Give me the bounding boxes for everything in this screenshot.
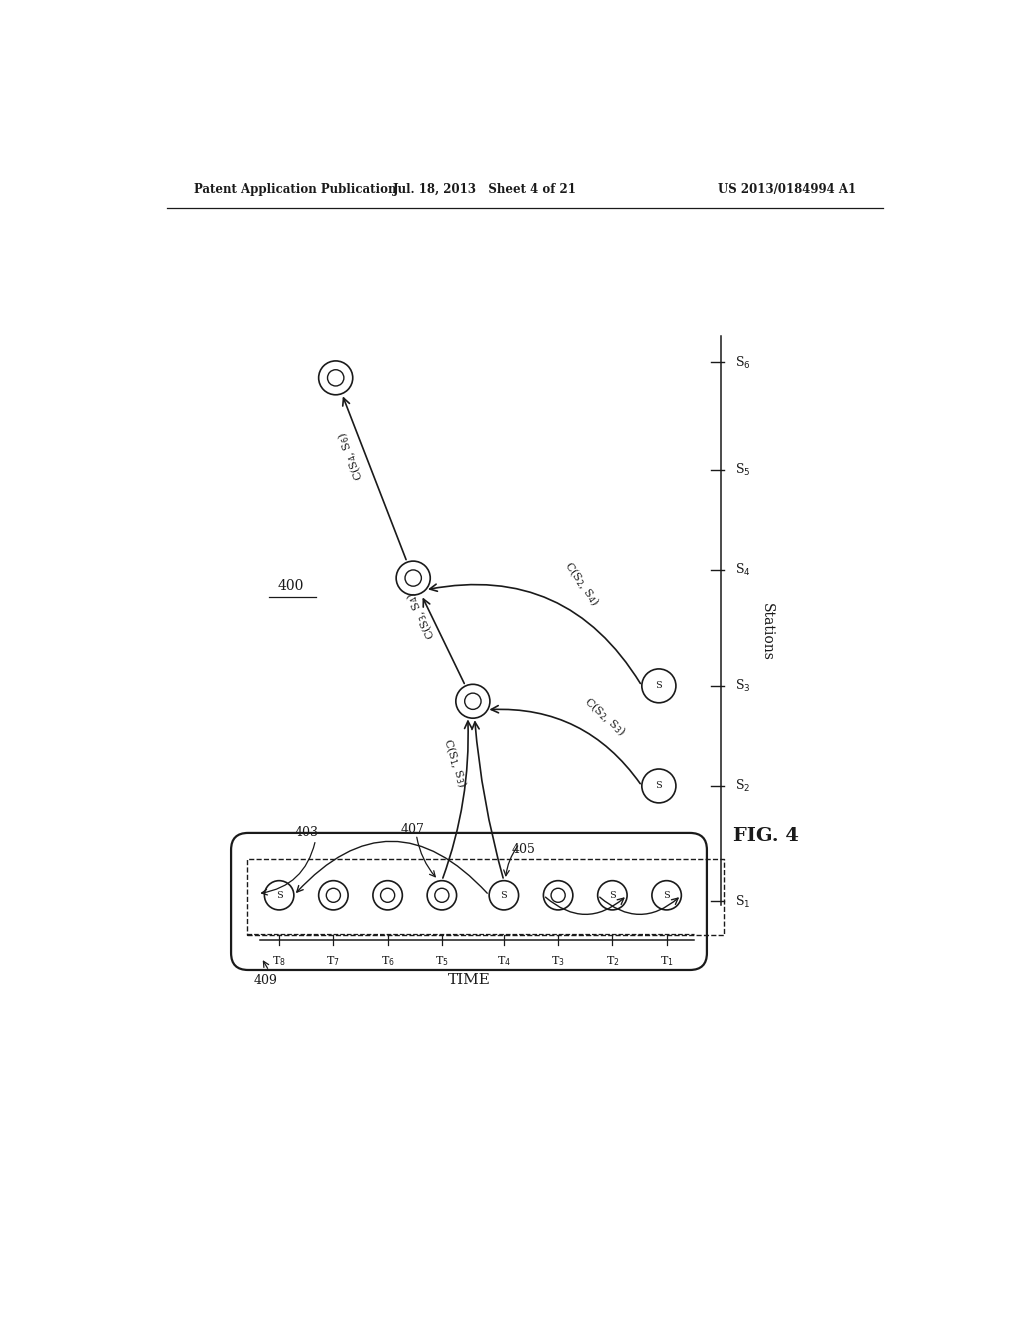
- Text: S: S: [275, 891, 283, 900]
- Text: S: S: [655, 681, 663, 690]
- Text: FIG. 4: FIG. 4: [733, 828, 799, 845]
- Text: S$_{4}$: S$_{4}$: [735, 562, 751, 578]
- Text: T$_{8}$: T$_{8}$: [272, 954, 286, 968]
- Text: 407: 407: [400, 824, 425, 837]
- Text: TIME: TIME: [447, 973, 490, 987]
- Text: S$_{6}$: S$_{6}$: [735, 354, 751, 371]
- Text: T$_{3}$: T$_{3}$: [551, 954, 565, 968]
- Text: T$_{1}$: T$_{1}$: [659, 954, 674, 968]
- Text: C(S$_1$, S$_3$): C(S$_1$, S$_3$): [440, 737, 470, 789]
- Text: Stations: Stations: [761, 603, 774, 661]
- Text: T$_{5}$: T$_{5}$: [435, 954, 449, 968]
- Text: Patent Application Publication: Patent Application Publication: [194, 182, 396, 195]
- Text: S: S: [655, 781, 663, 791]
- Text: US 2013/0184994 A1: US 2013/0184994 A1: [719, 182, 856, 195]
- Text: T$_{7}$: T$_{7}$: [327, 954, 340, 968]
- Text: Jul. 18, 2013   Sheet 4 of 21: Jul. 18, 2013 Sheet 4 of 21: [392, 182, 577, 195]
- Text: S: S: [501, 891, 507, 900]
- Text: S: S: [664, 891, 670, 900]
- Text: C(S$_2$, S$_3$): C(S$_2$, S$_3$): [581, 694, 629, 739]
- Text: S$_{3}$: S$_{3}$: [735, 677, 751, 694]
- Text: S$_{1}$: S$_{1}$: [735, 894, 751, 909]
- Text: T$_{4}$: T$_{4}$: [497, 954, 511, 968]
- Text: S$_{5}$: S$_{5}$: [735, 462, 751, 478]
- Text: S: S: [609, 891, 615, 900]
- Text: 403: 403: [295, 825, 318, 838]
- Text: T$_{6}$: T$_{6}$: [381, 954, 394, 968]
- Text: 400: 400: [278, 578, 304, 593]
- Text: C(S$_3$, S$_4$): C(S$_3$, S$_4$): [403, 589, 439, 642]
- Text: S$_{2}$: S$_{2}$: [735, 777, 751, 795]
- Text: C(S$_4$, S$_6$): C(S$_4$, S$_6$): [335, 429, 368, 482]
- Text: C(S$_2$, S$_4$): C(S$_2$, S$_4$): [561, 558, 602, 609]
- Text: T$_{2}$: T$_{2}$: [605, 954, 620, 968]
- Text: 405: 405: [512, 843, 536, 857]
- Text: 409: 409: [254, 974, 278, 987]
